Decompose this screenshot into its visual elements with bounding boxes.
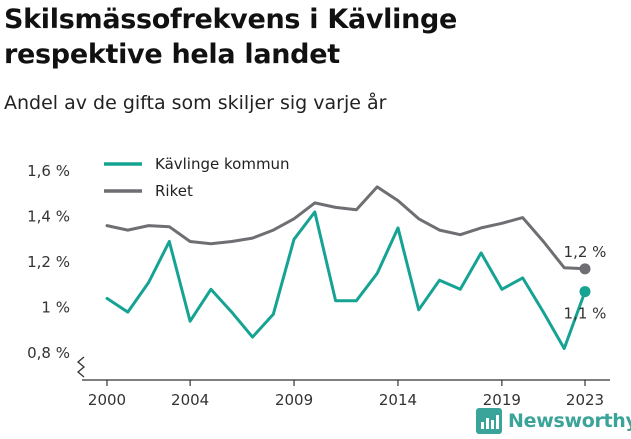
end-label-kavlinge: 1,1 %	[564, 305, 607, 323]
brand-name: Newsworthy	[508, 410, 631, 432]
legend-label: Riket	[155, 182, 193, 200]
y-tick-label: 1 %	[41, 299, 70, 317]
series-line-kavlinge	[105, 210, 587, 350]
y-tick-label: 1,6 %	[27, 162, 70, 180]
x-tick-label: 2004	[171, 391, 209, 409]
x-tick-label: 2019	[483, 391, 521, 409]
chart-subtitle: Andel av de gifta som skiljer sig varje …	[4, 92, 387, 114]
series-line-riket	[105, 185, 587, 271]
newsworthy-logo-icon	[476, 408, 502, 434]
y-tick-label: 1,4 %	[27, 208, 70, 226]
brand-logo[interactable]: Newsworthy	[476, 406, 631, 436]
chart-title: Skilsmässofrekvens i Kävlinge respektive…	[4, 4, 458, 70]
legend-label: Kävlinge kommun	[155, 155, 290, 173]
y-tick-label: 0,8 %	[27, 344, 70, 362]
x-tick-label: 2014	[379, 391, 417, 409]
axis-break-icon	[76, 356, 86, 378]
end-point-riket	[579, 263, 591, 275]
x-tick-label: 2000	[88, 391, 126, 409]
x-tick-label: 2023	[566, 391, 604, 409]
end-point-kavlinge	[579, 286, 591, 298]
y-tick-label: 1,2 %	[27, 253, 70, 271]
end-label-riket: 1,2 %	[564, 243, 607, 261]
x-tick-label: 2009	[275, 391, 313, 409]
